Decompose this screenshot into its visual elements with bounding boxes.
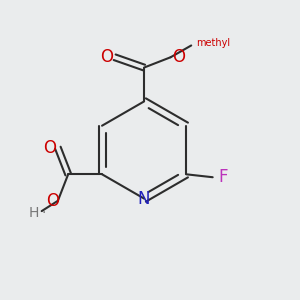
- Text: O: O: [100, 48, 113, 66]
- Text: O: O: [172, 48, 185, 66]
- Text: O: O: [44, 139, 56, 157]
- Text: F: F: [219, 168, 228, 186]
- Text: methyl: methyl: [196, 38, 230, 47]
- Text: N: N: [138, 190, 150, 208]
- Text: ·: ·: [41, 206, 46, 220]
- Text: O: O: [46, 192, 59, 210]
- Text: H: H: [28, 206, 39, 220]
